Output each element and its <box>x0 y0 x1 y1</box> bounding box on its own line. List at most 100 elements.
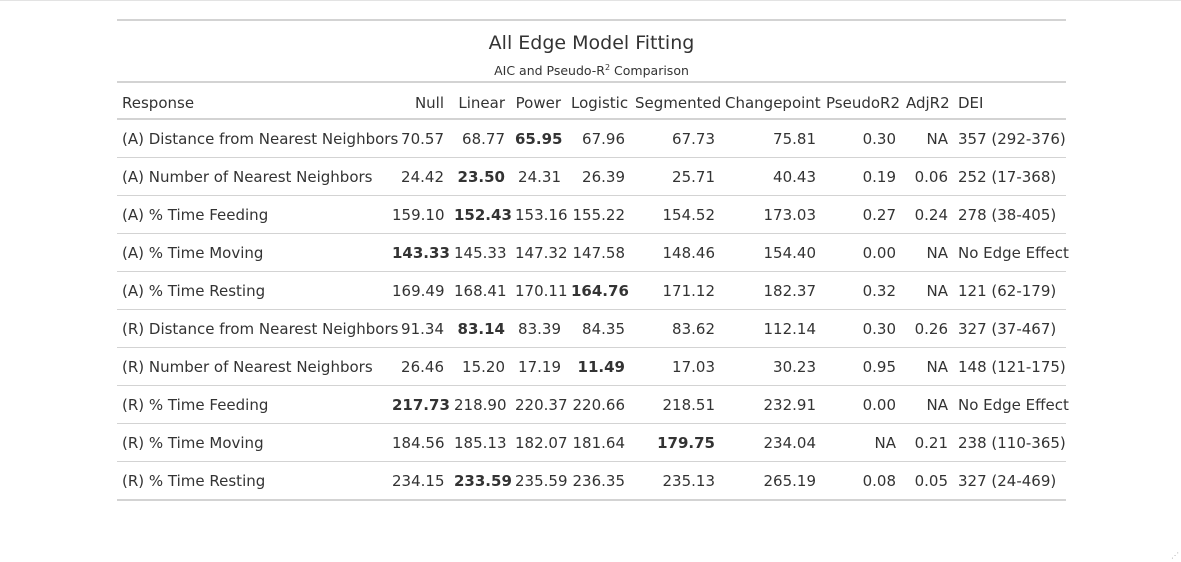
table-cell: 0.26 <box>901 309 953 348</box>
table-cell: 25.71 <box>630 157 720 196</box>
table-cell: 0.19 <box>821 157 901 196</box>
table-cell: 184.56 <box>387 423 449 462</box>
table-cell: 0.30 <box>821 309 901 348</box>
data-table: Response Null Linear Power Logistic Segmented… <box>117 83 1069 501</box>
row-label: (A) % Time Feeding <box>117 195 387 234</box>
table-cell: 65.95 <box>510 119 566 158</box>
table-body: (A) Distance from Nearest Neighbors 70.57… <box>117 119 1069 501</box>
table-cell: 152.43 <box>449 195 512 234</box>
column-header-power: Power <box>510 83 566 120</box>
table-row: (R) Number of Nearest Neighbors 26.46 15.2… <box>117 347 1066 386</box>
table-cell: 234.04 <box>720 423 821 462</box>
table-cell: 0.08 <box>821 461 901 501</box>
row-label: (R) % Time Moving <box>117 423 387 462</box>
column-header-changepoint: Changepoint <box>720 83 821 120</box>
column-header-logistic: Logistic <box>566 83 630 120</box>
column-header-dei: DEI <box>953 83 1066 120</box>
row-label: (A) % Time Moving <box>117 233 387 272</box>
table-cell: NA <box>901 119 953 158</box>
table-cell: 0.00 <box>821 385 901 424</box>
table-row: (R) % Time Moving 184.56 185.13 182.07 181.6… <box>117 423 1066 462</box>
table-cell: 30.23 <box>720 347 821 386</box>
table-cell: 168.41 <box>449 271 510 310</box>
table-cell: 11.49 <box>566 347 630 386</box>
table-cell: 235.59 <box>510 461 568 501</box>
table-cell: 145.33 <box>449 233 510 272</box>
table-cell: 155.22 <box>566 195 630 234</box>
table-cell: 220.66 <box>566 385 630 424</box>
table-cell: 40.43 <box>720 157 821 196</box>
table-cell: 148 (121-175) <box>953 347 1066 386</box>
table-cell: 67.96 <box>566 119 630 158</box>
table-cell: 218.90 <box>449 385 510 424</box>
table-row: (A) % Time Moving 143.33 145.33 147.32 147.5… <box>117 233 1069 272</box>
table-cell: 357 (292-376) <box>953 119 1066 158</box>
table-cell: 84.35 <box>566 309 630 348</box>
resize-grip-icon[interactable]: ⋰ <box>1171 551 1179 560</box>
table-cell: 173.03 <box>720 195 821 234</box>
table-cell: 147.32 <box>510 233 568 272</box>
table-cell: 179.75 <box>630 423 720 462</box>
table-cell: 26.46 <box>387 347 449 386</box>
table-cell: 0.27 <box>821 195 901 234</box>
table-cell: 278 (38-405) <box>953 195 1066 234</box>
table-cell: 17.03 <box>630 347 720 386</box>
model-fitting-table: All Edge Model Fitting AIC and Pseudo-R2… <box>117 19 1069 501</box>
subtitle-suffix: Comparison <box>610 63 689 78</box>
row-label: (A) Number of Nearest Neighbors <box>117 157 387 196</box>
table-cell: 159.10 <box>387 195 449 234</box>
row-label: (R) % Time Resting <box>117 461 387 501</box>
table-cell: NA <box>901 271 953 310</box>
table-cell: 220.37 <box>510 385 568 424</box>
table-row: (R) % Time Feeding 217.73 218.90 220.37 220.… <box>117 385 1069 424</box>
table-cell: 234.15 <box>387 461 449 501</box>
table-cell: No Edge Effect <box>953 233 1069 272</box>
table-title: All Edge Model Fitting <box>488 32 695 54</box>
table-cell: 182.37 <box>720 271 821 310</box>
table-cell: 236.35 <box>566 461 630 501</box>
table-cell: 68.77 <box>449 119 510 158</box>
table-cell: 70.57 <box>387 119 449 158</box>
column-header-pseudor2: PseudoR2 <box>821 83 901 120</box>
table-cell: 164.76 <box>566 271 630 310</box>
column-header-adjr2: AdjR2 <box>901 83 953 120</box>
table-cell: 0.32 <box>821 271 901 310</box>
table-cell: 91.34 <box>387 309 449 348</box>
subtitle-prefix: AIC and Pseudo-R <box>494 63 605 78</box>
table-cell: 169.49 <box>387 271 449 310</box>
table-cell: NA <box>901 385 953 424</box>
table-cell: NA <box>901 233 953 272</box>
table-cell: NA <box>901 347 953 386</box>
table-cell: 265.19 <box>720 461 821 501</box>
table-cell: 83.39 <box>510 309 566 348</box>
table-cell: 75.81 <box>720 119 821 158</box>
table-cell: 143.33 <box>387 233 450 272</box>
table-cell: 218.51 <box>630 385 720 424</box>
table-cell: 83.62 <box>630 309 720 348</box>
table-cell: 171.12 <box>630 271 720 310</box>
table-cell: 182.07 <box>510 423 568 462</box>
table-cell: 185.13 <box>449 423 510 462</box>
table-cell: 26.39 <box>566 157 630 196</box>
table-cell: 23.50 <box>449 157 510 196</box>
table-cell: 24.31 <box>510 157 566 196</box>
header-rule <box>117 81 1066 83</box>
table-row: (A) Distance from Nearest Neighbors 70.57… <box>117 119 1066 158</box>
table-cell: 181.64 <box>566 423 630 462</box>
table-cell: 24.42 <box>387 157 449 196</box>
column-header-response: Response <box>117 83 387 120</box>
table-cell: 83.14 <box>449 309 510 348</box>
table-cell: 153.16 <box>510 195 568 234</box>
table-cell: 235.13 <box>630 461 720 501</box>
table-cell: 233.59 <box>449 461 512 501</box>
table-row: (A) % Time Feeding 159.10 152.43 153.16 155.… <box>117 195 1066 234</box>
table-cell: 0.21 <box>901 423 953 462</box>
table-cell: 0.24 <box>901 195 953 234</box>
table-cell: 327 (24-469) <box>953 461 1066 501</box>
table-cell: 17.19 <box>510 347 566 386</box>
column-header-linear: Linear <box>449 83 510 120</box>
table-cell: 217.73 <box>387 385 450 424</box>
header-row: Response Null Linear Power Logistic Segmented… <box>117 83 1066 120</box>
table-subtitle: AIC and Pseudo-R2 Comparison <box>117 59 1066 78</box>
table-cell: 238 (110-365) <box>953 423 1066 462</box>
